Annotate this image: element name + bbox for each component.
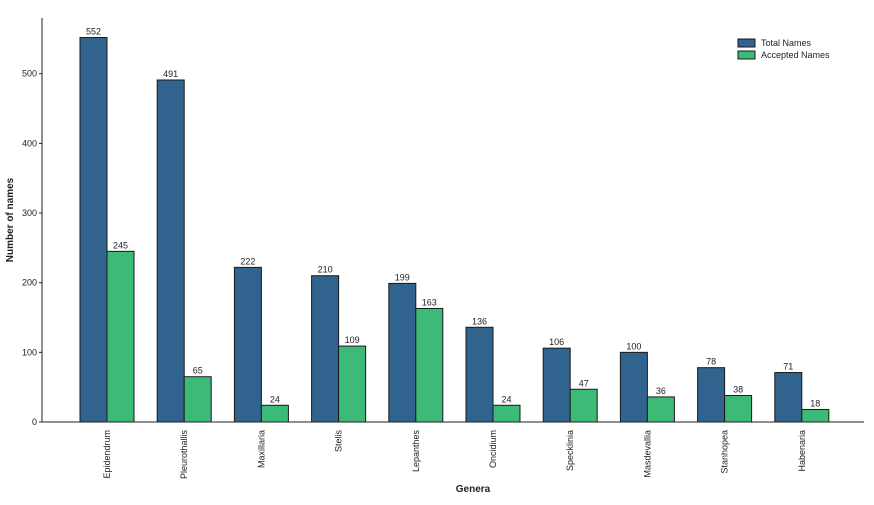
bar-total-stelis [311, 275, 340, 423]
legend-swatch-accepted [737, 50, 756, 60]
data-label-accepted-pleurothallis: 65 [193, 366, 203, 376]
y-tick-label: 400 [22, 138, 37, 148]
y-tick-label: 0 [32, 417, 37, 427]
bar-accepted-masdevallia [646, 396, 675, 423]
bar-accepted-stanhopea [724, 395, 753, 423]
axes-layer [41, 18, 864, 423]
y-tick-label: 100 [22, 347, 37, 357]
data-label-total-specklinia: 106 [549, 337, 564, 347]
bar-accepted-habenaria [801, 408, 830, 423]
bar-total-maxillaria [233, 266, 262, 423]
bars-layer [79, 37, 830, 423]
x-tick-label-maxillaria: Maxillaria [256, 430, 266, 468]
bar-total-stanhopea [697, 367, 726, 423]
x-tick-label-stanhopea: Stanhopea [720, 430, 730, 474]
bar-accepted-oncidium [492, 404, 521, 423]
bar-accepted-epidendrum [106, 250, 135, 423]
data-label-total-lepanthes: 199 [395, 272, 410, 282]
x-tick-label-stelis: Stelis [334, 430, 344, 453]
bar-total-lepanthes [388, 282, 417, 423]
bar-total-habenaria [774, 372, 803, 423]
data-label-accepted-lepanthes: 163 [422, 297, 437, 307]
bar-accepted-maxillaria [260, 404, 289, 423]
x-tick-label-oncidium: Oncidium [488, 430, 498, 468]
data-label-total-maxillaria: 222 [240, 256, 255, 266]
x-axis-title: Genera [456, 484, 491, 495]
data-label-total-epidendrum: 552 [86, 27, 101, 37]
bar-accepted-specklinia [569, 388, 598, 423]
legend-swatch-total [737, 38, 756, 48]
data-label-total-stanhopea: 78 [706, 357, 716, 367]
bar-accepted-stelis [338, 345, 367, 423]
data-label-accepted-oncidium: 24 [501, 394, 511, 404]
y-tick-label: 200 [22, 278, 37, 288]
bar-total-specklinia [542, 347, 571, 423]
data-label-total-oncidium: 136 [472, 316, 487, 326]
data-label-accepted-stelis: 109 [345, 335, 360, 345]
data-label-accepted-epidendrum: 245 [113, 240, 128, 250]
y-tick-label: 500 [22, 69, 37, 79]
x-tick-label-masdevallia: Masdevallia [642, 430, 652, 478]
data-label-accepted-maxillaria: 24 [270, 394, 280, 404]
y-tick-labels: 0 100 200 300 400 500 [22, 69, 42, 427]
x-tick-label-lepanthes: Lepanthes [411, 430, 421, 473]
data-label-accepted-habenaria: 18 [810, 398, 820, 408]
bar-accepted-lepanthes [415, 307, 444, 423]
x-tick-labels: Epidendrum Pleurothallis Maxillaria Stelis L… [102, 430, 807, 480]
y-tick-label: 300 [22, 208, 37, 218]
legend-label-total: Total Names [761, 38, 812, 48]
data-label-total-pleurothallis: 491 [163, 69, 178, 79]
y-axis-title: Number of names [5, 177, 16, 262]
data-label-accepted-specklinia: 47 [579, 378, 589, 388]
x-tick-label-specklinia: Specklinia [565, 430, 575, 471]
legend-label-accepted: Accepted Names [761, 50, 830, 60]
x-tick-label-habenaria: Habenaria [797, 430, 807, 472]
bar-accepted-pleurothallis [183, 376, 212, 423]
data-label-total-stelis: 210 [318, 265, 333, 275]
data-labels-layer: 552 245 491 65 222 24 210 109 199 163 136 24 106 47 10… [86, 27, 820, 409]
bar-total-oncidium [465, 326, 494, 423]
x-tick-label-epidendrum: Epidendrum [102, 430, 112, 479]
bar-total-epidendrum [79, 37, 108, 423]
x-tick-label-pleurothallis: Pleurothallis [179, 430, 189, 480]
bar-total-pleurothallis [156, 79, 185, 423]
data-label-total-masdevallia: 100 [626, 341, 641, 351]
data-label-accepted-masdevallia: 36 [656, 386, 666, 396]
data-label-accepted-stanhopea: 38 [733, 385, 743, 395]
bar-total-masdevallia [619, 351, 648, 423]
legend: Total Names Accepted Names [737, 38, 830, 60]
data-label-total-habenaria: 71 [783, 362, 793, 372]
